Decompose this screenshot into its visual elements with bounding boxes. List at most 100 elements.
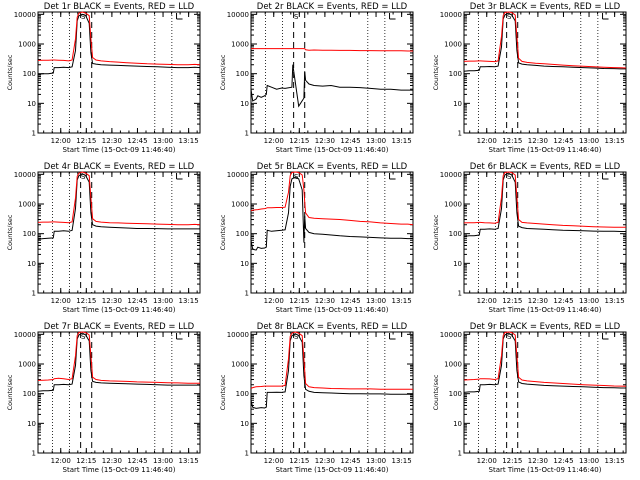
y-tick-label: 1000 bbox=[18, 201, 36, 209]
x-tick-label: 12:30 bbox=[315, 457, 335, 465]
y-axis-label: Counts/sec bbox=[432, 54, 440, 90]
x-tick-label: 13:15 bbox=[605, 137, 625, 145]
x-tick-label: 13:15 bbox=[179, 137, 199, 145]
y-axis-label: Counts/sec bbox=[6, 214, 14, 250]
marker-s: S bbox=[507, 13, 512, 21]
y-tick-label: 10 bbox=[240, 100, 249, 108]
x-tick-label: 13:15 bbox=[179, 297, 199, 305]
x-tick-label: 12:00 bbox=[477, 297, 497, 305]
x-axis-label: Start Time (15-Oct-09 11:46:40) bbox=[63, 306, 176, 314]
x-tick-label: 12:15 bbox=[502, 137, 522, 145]
x-tick-label: 13:00 bbox=[366, 137, 386, 145]
y-tick-label: 100 bbox=[23, 230, 36, 238]
x-tick-label: 12:45 bbox=[127, 297, 147, 305]
series-line-events bbox=[250, 333, 413, 409]
y-tick-label: 1000 bbox=[444, 361, 462, 369]
y-tick-label: 1 bbox=[245, 450, 249, 458]
y-tick-label: 100 bbox=[449, 390, 462, 398]
x-tick-label: 12:00 bbox=[264, 457, 284, 465]
y-axis-label: Counts/sec bbox=[432, 214, 440, 250]
x-tick-label: 12:30 bbox=[528, 297, 548, 305]
y-tick-label: 100 bbox=[449, 70, 462, 78]
x-tick-label: 13:00 bbox=[579, 137, 599, 145]
y-tick-label: 1000 bbox=[18, 361, 36, 369]
x-tick-label: 12:15 bbox=[76, 297, 96, 305]
y-tick-label: 10 bbox=[453, 420, 462, 428]
y-tick-label: 100 bbox=[236, 230, 249, 238]
y-tick-label: 1000 bbox=[444, 201, 462, 209]
x-axis-label: Start Time (15-Oct-09 11:46:40) bbox=[63, 466, 176, 474]
x-tick-label: 12:30 bbox=[528, 457, 548, 465]
x-axis-label: Start Time (15-Oct-09 11:46:40) bbox=[489, 306, 602, 314]
y-axis-label: Counts/sec bbox=[6, 374, 14, 410]
y-tick-label: 1000 bbox=[231, 201, 249, 209]
x-tick-label: 12:45 bbox=[340, 137, 360, 145]
y-axis-label: Counts/sec bbox=[6, 54, 14, 90]
x-tick-label: 12:15 bbox=[502, 297, 522, 305]
marker-s: S bbox=[81, 173, 86, 181]
panel-det-1: Det 1r BLACK = Events, RED = LLD 1 10 100 10… bbox=[6, 2, 201, 154]
y-tick-label: 10000 bbox=[440, 11, 462, 19]
y-tick-label: 100 bbox=[236, 390, 249, 398]
x-tick-label: 13:00 bbox=[153, 297, 173, 305]
panel-det-3: Det 3r BLACK = Events, RED = LLD 1 10 100 10… bbox=[432, 2, 627, 154]
series-line-lld bbox=[37, 331, 200, 384]
x-tick-label: 13:15 bbox=[392, 457, 412, 465]
y-tick-label: 1 bbox=[32, 290, 36, 298]
x-axis-label: Start Time (15-Oct-09 11:46:40) bbox=[489, 466, 602, 474]
panel-title: Det 8r BLACK = Events, RED = LLD bbox=[257, 322, 408, 332]
y-tick-label: 1 bbox=[32, 130, 36, 138]
y-axis-label: Counts/sec bbox=[219, 54, 227, 90]
y-tick-label: 10000 bbox=[227, 171, 249, 179]
x-tick-label: 12:00 bbox=[51, 457, 71, 465]
marker-s: S bbox=[507, 173, 512, 181]
x-tick-label: 12:15 bbox=[76, 457, 96, 465]
x-tick-label: 13:00 bbox=[366, 297, 386, 305]
panel-det-7: Det 7r BLACK = Events, RED = LLD 1 10 100 10… bbox=[6, 322, 201, 474]
x-axis-label: Start Time (15-Oct-09 11:46:40) bbox=[276, 146, 389, 154]
x-tick-label: 12:00 bbox=[477, 457, 497, 465]
x-tick-label: 12:15 bbox=[502, 457, 522, 465]
x-tick-label: 12:45 bbox=[553, 457, 573, 465]
series-line-lld bbox=[250, 331, 413, 390]
x-tick-label: 12:30 bbox=[528, 137, 548, 145]
y-tick-label: 1 bbox=[245, 290, 249, 298]
y-tick-label: 1 bbox=[245, 130, 249, 138]
panel-title: Det 5r BLACK = Events, RED = LLD bbox=[257, 162, 408, 172]
marker-s: S bbox=[81, 13, 86, 21]
y-tick-label: 10000 bbox=[440, 331, 462, 339]
series-line-lld bbox=[251, 48, 413, 52]
y-tick-label: 1000 bbox=[444, 41, 462, 49]
marker-s: S bbox=[294, 13, 299, 21]
panel-det-6: Det 6r BLACK = Events, RED = LLD 1 10 100 10… bbox=[432, 162, 627, 314]
panel-det-2: Det 2r BLACK = Events, RED = LLD 1 10 100 10… bbox=[219, 2, 414, 154]
plot-frame bbox=[37, 171, 201, 294]
marker-s: S bbox=[81, 333, 86, 341]
x-tick-label: 12:45 bbox=[127, 457, 147, 465]
y-tick-label: 1 bbox=[458, 450, 462, 458]
y-tick-label: 10000 bbox=[14, 331, 36, 339]
y-tick-label: 10000 bbox=[14, 11, 36, 19]
series-line-lld bbox=[463, 331, 627, 387]
y-axis-label: Counts/sec bbox=[219, 214, 227, 250]
x-tick-label: 12:00 bbox=[51, 137, 71, 145]
y-tick-label: 10 bbox=[453, 260, 462, 268]
marker-s: S bbox=[507, 333, 512, 341]
x-axis-label: Start Time (15-Oct-09 11:46:40) bbox=[276, 466, 389, 474]
series-line-lld bbox=[37, 171, 201, 226]
x-tick-label: 12:00 bbox=[51, 297, 71, 305]
panel-title: Det 2r BLACK = Events, RED = LLD bbox=[257, 2, 408, 12]
x-tick-label: 13:00 bbox=[153, 457, 173, 465]
x-tick-label: 12:00 bbox=[264, 297, 284, 305]
panel-det-8: Det 8r BLACK = Events, RED = LLD 1 10 100 10… bbox=[219, 322, 414, 474]
y-tick-label: 10000 bbox=[440, 171, 462, 179]
series-line-lld bbox=[463, 171, 626, 228]
plot-frame bbox=[463, 11, 627, 134]
x-tick-label: 12:45 bbox=[553, 297, 573, 305]
panel-title: Det 7r BLACK = Events, RED = LLD bbox=[44, 322, 195, 332]
series-line-events bbox=[37, 13, 201, 75]
y-tick-label: 1000 bbox=[231, 41, 249, 49]
y-tick-label: 100 bbox=[23, 70, 36, 78]
plot-frame bbox=[37, 331, 201, 454]
